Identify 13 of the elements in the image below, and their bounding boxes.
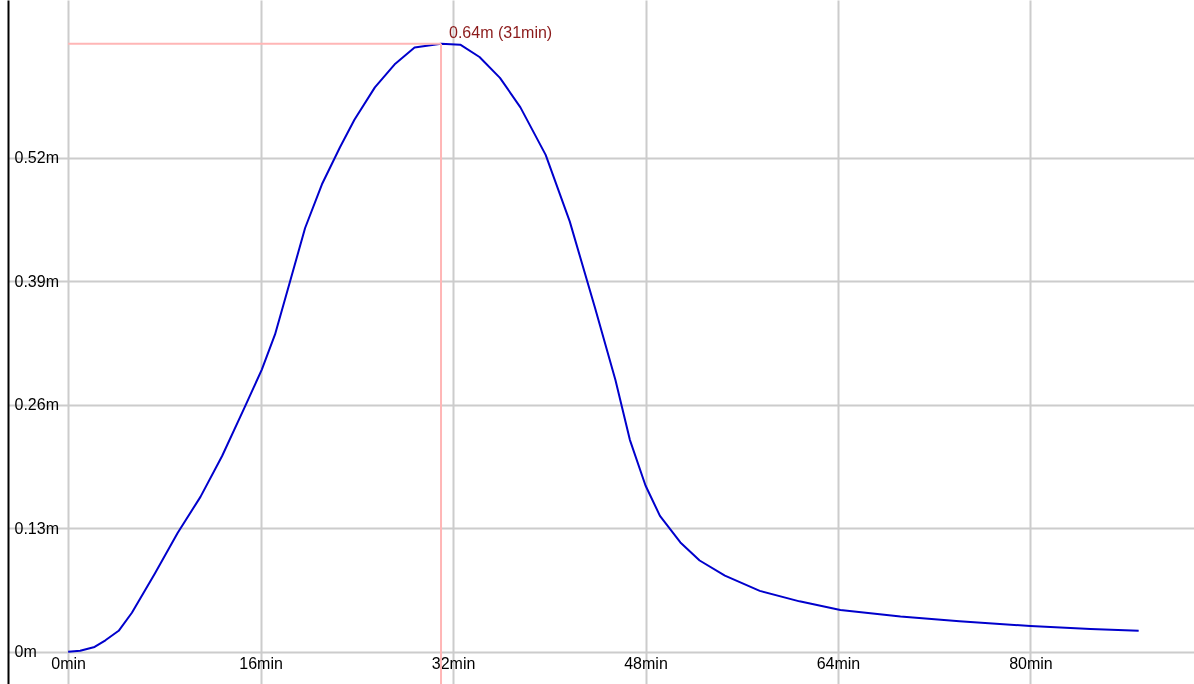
y-tick-label: 0.52m (14, 149, 59, 167)
x-tick-label: 32min (431, 655, 476, 673)
x-tick-label: 16min (239, 655, 283, 673)
line-series (67, 42, 1140, 653)
y-tick-label: 0m (14, 643, 37, 661)
y-tick-label: 0.39m (14, 272, 59, 290)
x-tick-label: 0min (51, 655, 86, 673)
annotation: 0.64m (31min) (449, 23, 553, 41)
x-tick-label: 64min (816, 655, 861, 673)
y-tick-label: 0.13m (14, 519, 59, 537)
y-tick-label: 0.26m (14, 396, 59, 414)
x-tick-label: 48min (624, 655, 668, 673)
x-tick-label: 80min (1009, 655, 1053, 673)
